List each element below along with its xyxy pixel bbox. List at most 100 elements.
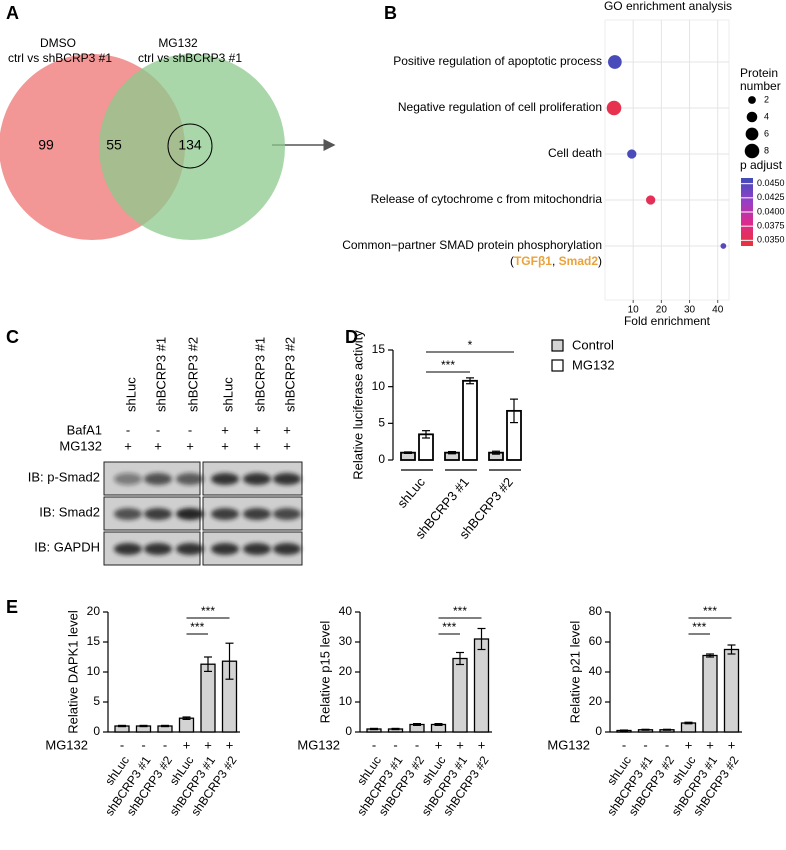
bar (200, 663, 216, 733)
treatment-sign: - (156, 422, 160, 437)
blot-band (144, 508, 172, 520)
set-name: MG132 (158, 36, 198, 50)
significance-label: *** (442, 620, 456, 634)
annotation-part: ( (510, 254, 514, 268)
y-tick-label: 10 (339, 694, 353, 708)
size-legend-label: 8 (764, 145, 769, 155)
bubble (720, 243, 727, 249)
lane-label: shLuc (123, 377, 138, 412)
significance-label: *** (692, 620, 706, 634)
y-tick-label: 80 (589, 604, 603, 618)
treatment-sign: + (253, 438, 261, 453)
bubble (627, 149, 637, 159)
bar (473, 638, 490, 733)
y-axis-label: Relative luciferase activity (350, 330, 365, 480)
x-axis-label: Fold enrichment (624, 314, 711, 328)
blot-label: IB: Smad2 (39, 504, 100, 519)
x-tick-label: 40 (712, 305, 724, 316)
condition-sign: + (226, 737, 234, 752)
color-tick-label: 0.0425 (757, 192, 785, 202)
y-tick-label: 0 (378, 452, 385, 466)
y-tick-label: 0 (345, 724, 352, 738)
y-axis-label: Relative p15 level (317, 621, 332, 724)
x-tick-label: shLuc (394, 474, 428, 511)
blot-band (211, 508, 239, 520)
panel-label: A (6, 3, 19, 23)
set-subtitle: ctrl vs shBCRP3 #1 (138, 51, 242, 65)
highlight-ring (167, 123, 213, 169)
x-tick-label: 20 (656, 305, 668, 316)
blot-band (243, 508, 271, 520)
condition-sign: - (415, 737, 419, 752)
blot-band (144, 543, 172, 555)
y-axis-label: Relative DAPK1 level (65, 610, 80, 734)
condition-sign: - (163, 737, 167, 752)
y-tick-label: 40 (589, 664, 603, 678)
condition-sign: - (665, 737, 669, 752)
lane-label: shBCRP3 #2 (185, 337, 200, 412)
treatment-sign: + (221, 422, 229, 437)
panel-label: B (384, 3, 397, 23)
y-tick-label: 20 (589, 694, 603, 708)
treatment-sign: - (126, 422, 130, 437)
condition-sign: - (141, 737, 145, 752)
color-tick-label: 0.0400 (757, 206, 785, 216)
term-label: Positive regulation of apoptotic process (393, 54, 602, 68)
significance-label: *** (453, 604, 467, 618)
venn-count: 55 (106, 137, 122, 153)
color-tick-label: 0.0450 (757, 178, 785, 188)
significance-label: * (468, 338, 473, 352)
panel-label: D (345, 327, 358, 347)
y-tick-label: 0 (595, 724, 602, 738)
treatment-sign: + (283, 422, 291, 437)
annotation-part: , (552, 254, 559, 268)
y-tick-label: 15 (87, 634, 101, 648)
annotation-part: ) (598, 254, 602, 268)
venn-count: 99 (38, 137, 54, 153)
blot-band (243, 473, 271, 485)
bubble (645, 195, 656, 205)
condition-sign: - (622, 737, 626, 752)
condition-sign: + (728, 737, 736, 752)
bubble (606, 100, 622, 116)
size-legend-dot (744, 143, 760, 159)
lane-label: shBCRP3 #1 (252, 337, 267, 412)
lane-label: shLuc (220, 377, 235, 412)
blot-band (176, 543, 204, 555)
bar (723, 648, 740, 733)
panel-label: C (6, 327, 19, 347)
condition-sign: - (372, 737, 376, 752)
condition-label: MG132 (45, 737, 88, 752)
y-tick-label: 10 (87, 664, 101, 678)
term-label: Release of cytochrome c from mitochondri… (371, 192, 603, 206)
lane-label: shBCRP3 #2 (282, 337, 297, 412)
significance-label: *** (201, 604, 215, 618)
size-legend-title: number (740, 79, 781, 93)
blot-label: IB: p-Smad2 (28, 469, 100, 484)
y-tick-label: 10 (372, 379, 386, 393)
blot-band (211, 543, 239, 555)
size-legend-dot (748, 96, 756, 104)
annotation-part: Smad2 (559, 254, 599, 268)
blot-band (273, 543, 301, 555)
venn-set (99, 54, 285, 240)
legend-swatch (551, 339, 564, 352)
size-legend-label: 4 (764, 111, 769, 121)
blot-band (273, 508, 301, 520)
treatment-sign: + (124, 438, 132, 453)
treatment-sign: + (186, 438, 194, 453)
condition-sign: + (435, 737, 443, 752)
size-legend-title: Protein (740, 66, 778, 80)
blot-band (211, 473, 239, 485)
color-tick-label: 0.0375 (757, 221, 785, 231)
blot-band (243, 543, 271, 555)
significance-label: *** (441, 358, 455, 372)
y-tick-label: 5 (93, 694, 100, 708)
bar (462, 379, 478, 461)
y-tick-label: 15 (372, 342, 386, 356)
y-tick-label: 40 (339, 604, 353, 618)
blot-band (114, 508, 142, 520)
y-tick-label: 30 (339, 634, 353, 648)
treatment-sign: + (253, 422, 261, 437)
